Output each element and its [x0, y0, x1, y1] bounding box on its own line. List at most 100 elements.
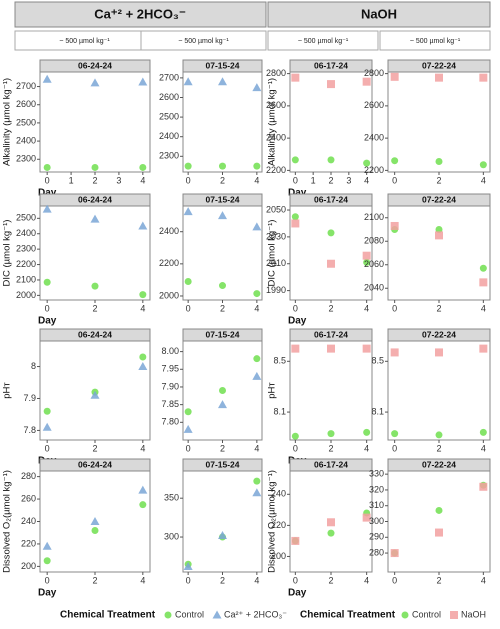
point — [42, 422, 52, 431]
panel-title: 06-24-24 — [78, 459, 112, 469]
point — [252, 371, 262, 380]
point — [253, 162, 261, 170]
plot-area — [289, 205, 373, 301]
point — [435, 506, 443, 514]
x-tick-label: 3 — [346, 175, 351, 185]
plot-area — [387, 340, 491, 441]
y-tick-label: 2400 — [159, 131, 179, 141]
point — [219, 162, 226, 170]
x-tick-label: 0 — [293, 175, 298, 185]
x-tick-label: 0 — [392, 575, 397, 585]
y-tick-label: 2700 — [159, 72, 179, 82]
plot-area — [39, 71, 151, 173]
y-tick-label: 2300 — [159, 151, 179, 161]
y-tick-label: 2500 — [159, 111, 179, 121]
y-axis-label: Dissolved O₂(µmol kg⁻¹) — [267, 470, 278, 573]
y-tick-label: 220 — [271, 520, 286, 530]
x-tick-label: 2 — [436, 443, 441, 453]
panel-title: 06-24-24 — [78, 194, 112, 204]
x-tick-label: 4 — [364, 443, 369, 453]
y-tick-label: 7.90 — [161, 381, 179, 391]
y-tick-label: 2600 — [16, 99, 36, 109]
panel-title: 07-15-24 — [205, 459, 239, 469]
x-tick-label: 1 — [69, 175, 74, 185]
point — [90, 517, 100, 525]
point — [327, 518, 335, 527]
legend-label: Ca²⁺ + 2HCO₃⁻ — [224, 609, 287, 619]
y-tick-label: 2600 — [364, 100, 384, 110]
y-axis-label: pHᴛ — [2, 382, 13, 399]
panel-title: 06-24-24 — [78, 329, 112, 339]
point — [183, 207, 193, 216]
point — [43, 278, 51, 286]
point — [363, 159, 371, 167]
point — [91, 163, 99, 171]
point — [42, 74, 52, 83]
y-tick-label: 8.5 — [273, 356, 286, 366]
plot-area — [182, 470, 263, 573]
x-tick-label: 4 — [140, 303, 145, 313]
x-tick-label: 4 — [364, 303, 369, 313]
y-tick-label: 2300 — [16, 244, 36, 254]
legend-marker — [164, 611, 172, 619]
panel-title: 06-17-24 — [314, 60, 348, 70]
y-tick-label: 7.95 — [161, 364, 179, 374]
y-tick-label: 350 — [164, 493, 179, 503]
y-axis-label: Dissolved O₂(µmol kg⁻¹) — [2, 470, 13, 573]
point — [390, 72, 399, 81]
y-tick-label: 2600 — [266, 100, 286, 110]
panel-title: 06-17-24 — [314, 459, 348, 469]
point — [435, 73, 443, 82]
x-tick-label: 2 — [220, 575, 225, 585]
point — [291, 344, 300, 353]
point — [291, 432, 299, 440]
panel-title: 07-22-24 — [422, 459, 456, 469]
point — [42, 541, 52, 550]
y-tick-label: 2200 — [16, 259, 36, 269]
plot-area — [289, 340, 373, 441]
panel-title: 06-17-24 — [314, 329, 348, 339]
y-tick-label: 8 — [31, 361, 36, 371]
point — [218, 77, 227, 86]
y-tick-label: 2100 — [364, 212, 384, 222]
point — [435, 431, 443, 439]
point — [435, 158, 443, 166]
group-header: NaOH — [361, 6, 397, 21]
point — [327, 80, 335, 89]
legend-title: Chemical Treatment — [300, 610, 396, 621]
point — [479, 482, 488, 491]
x-tick-label: 0 — [293, 303, 298, 313]
plot-area — [387, 205, 491, 301]
point — [90, 78, 100, 87]
panel-title: 07-15-24 — [205, 194, 239, 204]
y-tick-label: 310 — [369, 500, 384, 510]
point — [291, 156, 299, 164]
y-tick-label: 330 — [369, 469, 384, 479]
x-tick-label: 4 — [364, 575, 369, 585]
point — [435, 348, 443, 357]
x-tick-label: 0 — [45, 303, 50, 313]
y-tick-label: 8.1 — [273, 406, 286, 416]
point — [291, 536, 300, 545]
point — [479, 264, 487, 272]
point — [327, 529, 335, 537]
point — [219, 387, 226, 394]
y-tick-label: 2800 — [364, 68, 384, 78]
x-tick-label: 2 — [92, 575, 97, 585]
point — [327, 259, 335, 268]
subheader: ~ 500 µmol kg⁻¹ — [59, 38, 110, 45]
point — [42, 204, 52, 213]
y-tick-label: 220 — [21, 538, 36, 548]
y-tick-label: 240 — [271, 489, 286, 499]
y-tick-label: 2200 — [159, 258, 179, 268]
group-header: Ca⁺² + 2HCO₃⁻ — [94, 6, 186, 21]
group-header-box — [267, 1, 491, 28]
subheader-box — [140, 30, 267, 51]
x-tick-label: 4 — [254, 303, 259, 313]
x-tick-label: 4 — [481, 443, 486, 453]
subheader: ~ 500 µmol kg⁻¹ — [178, 38, 229, 45]
point — [363, 258, 371, 266]
point — [43, 407, 51, 415]
point — [139, 291, 147, 299]
y-tick-label: 2100 — [16, 274, 36, 284]
